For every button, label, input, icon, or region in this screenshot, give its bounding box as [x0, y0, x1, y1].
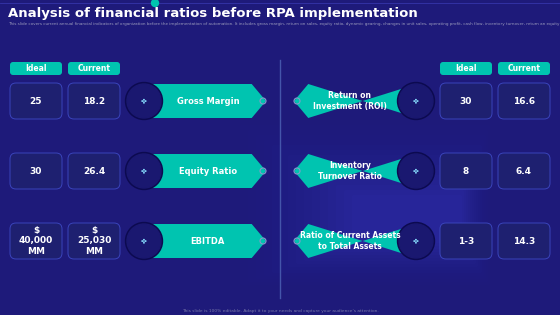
Circle shape	[125, 222, 162, 260]
Text: ✤: ✤	[413, 168, 419, 174]
Text: Ratio of Current Assets
to Total Assets: Ratio of Current Assets to Total Assets	[300, 231, 400, 251]
Circle shape	[398, 83, 435, 119]
FancyBboxPatch shape	[68, 153, 120, 189]
Text: ✤: ✤	[141, 168, 147, 174]
Text: ✤: ✤	[141, 98, 147, 104]
FancyBboxPatch shape	[10, 62, 62, 75]
Circle shape	[399, 224, 433, 258]
Text: $
40,000
MM: $ 40,000 MM	[19, 226, 53, 256]
Text: 6.4: 6.4	[516, 167, 532, 175]
FancyBboxPatch shape	[68, 83, 120, 119]
Polygon shape	[294, 224, 434, 258]
FancyBboxPatch shape	[10, 153, 62, 189]
Text: ✤: ✤	[141, 238, 147, 244]
Text: Return on
Investment (ROI): Return on Investment (ROI)	[313, 91, 387, 111]
Text: 30: 30	[30, 167, 42, 175]
Text: Equity Ratio: Equity Ratio	[179, 167, 237, 175]
Text: ✤: ✤	[413, 238, 419, 244]
Circle shape	[127, 154, 161, 188]
FancyBboxPatch shape	[498, 223, 550, 259]
Text: 18.2: 18.2	[83, 96, 105, 106]
Polygon shape	[126, 154, 266, 188]
Circle shape	[399, 154, 433, 188]
FancyBboxPatch shape	[498, 62, 550, 75]
Circle shape	[399, 84, 433, 118]
FancyBboxPatch shape	[440, 62, 492, 75]
Circle shape	[125, 83, 162, 119]
Text: 16.6: 16.6	[513, 96, 535, 106]
Polygon shape	[126, 84, 266, 118]
Text: 8: 8	[463, 167, 469, 175]
FancyBboxPatch shape	[440, 153, 492, 189]
FancyBboxPatch shape	[10, 83, 62, 119]
Text: EBITDA: EBITDA	[190, 237, 225, 245]
FancyBboxPatch shape	[10, 223, 62, 259]
Polygon shape	[294, 154, 434, 188]
Text: Ideal: Ideal	[25, 64, 46, 73]
FancyBboxPatch shape	[498, 83, 550, 119]
Text: $
25,030
MM: $ 25,030 MM	[77, 226, 111, 256]
Circle shape	[398, 222, 435, 260]
Circle shape	[398, 152, 435, 190]
Text: Ideal: Ideal	[455, 64, 477, 73]
FancyBboxPatch shape	[498, 153, 550, 189]
Polygon shape	[294, 84, 434, 118]
FancyBboxPatch shape	[440, 223, 492, 259]
FancyBboxPatch shape	[68, 223, 120, 259]
Text: This slide covers current annual financial indicators of organization before the: This slide covers current annual financi…	[8, 22, 560, 26]
Text: Current: Current	[507, 64, 540, 73]
Circle shape	[127, 224, 161, 258]
Text: 26.4: 26.4	[83, 167, 105, 175]
Text: 25: 25	[30, 96, 42, 106]
Text: Inventory
Turnover Ratio: Inventory Turnover Ratio	[318, 161, 382, 181]
Circle shape	[152, 0, 158, 7]
Text: ✤: ✤	[413, 98, 419, 104]
Text: Analysis of financial ratios before RPA implementation: Analysis of financial ratios before RPA …	[8, 7, 418, 20]
Text: Gross Margin: Gross Margin	[176, 96, 239, 106]
Text: Current: Current	[77, 64, 110, 73]
Circle shape	[127, 84, 161, 118]
FancyBboxPatch shape	[68, 62, 120, 75]
Polygon shape	[126, 224, 266, 258]
FancyBboxPatch shape	[440, 83, 492, 119]
Text: 1-3: 1-3	[458, 237, 474, 245]
Circle shape	[125, 152, 162, 190]
Text: This slide is 100% editable. Adapt it to your needs and capture your audience's : This slide is 100% editable. Adapt it to…	[181, 309, 379, 313]
Text: 14.3: 14.3	[513, 237, 535, 245]
Text: 30: 30	[460, 96, 472, 106]
